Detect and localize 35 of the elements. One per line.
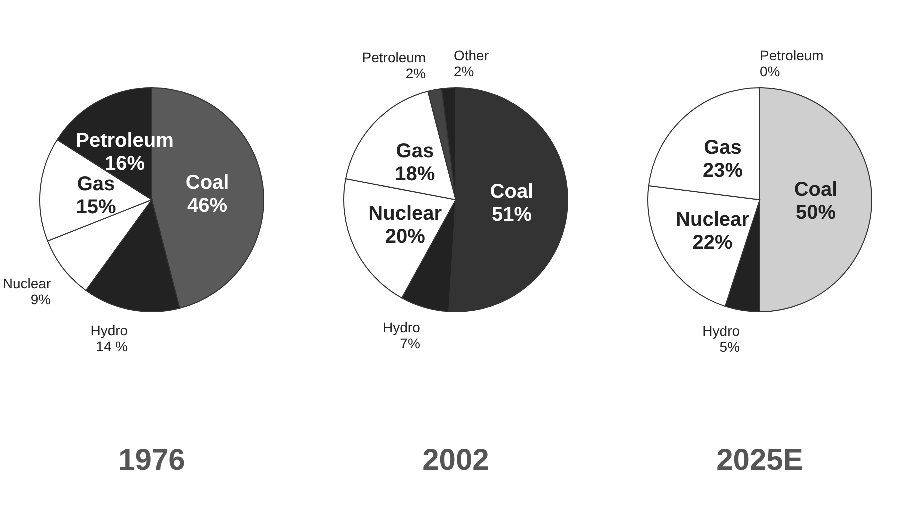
data-label: 16%: [105, 152, 146, 175]
data-label: 18%: [395, 164, 436, 186]
data-label: 14 %: [96, 338, 128, 355]
slice-label: Gas: [396, 140, 434, 163]
data-label: 2%: [406, 66, 426, 82]
slice-label: Coal: [794, 179, 838, 201]
slice-label: Coal: [186, 172, 230, 194]
data-label: 20%: [385, 226, 426, 248]
data-label: 7%: [400, 336, 420, 352]
slice-label: Nuclear: [676, 209, 750, 232]
text: 0%: [760, 63, 780, 80]
slice-label: Hydro: [702, 323, 740, 340]
text: 2002: [422, 444, 490, 477]
slice-label: Coal: [490, 180, 534, 203]
data-label: 51%: [492, 204, 532, 226]
slice-label: Nuclear: [368, 202, 442, 225]
slice-label: Nuclear: [2, 275, 52, 292]
data-label: 9%: [30, 291, 52, 308]
data-label: 23%: [702, 160, 744, 182]
data-label: 50%: [796, 202, 836, 224]
data-label: 22%: [692, 232, 733, 254]
slice-label: Petroleum: [362, 50, 426, 66]
slice-label: Hydro: [383, 320, 421, 336]
text: 2025E: [716, 444, 804, 477]
slice-label: Gas: [704, 136, 742, 159]
slice-label: Gas: [77, 174, 116, 196]
slice-label: Other: [454, 48, 490, 64]
slice-label: Hydro: [90, 322, 128, 338]
data-label: 5%: [720, 339, 740, 356]
category-label: Petroleum: [760, 47, 824, 64]
slice-label: Petroleum: [76, 130, 174, 152]
data-label: 15%: [76, 196, 116, 219]
data-label: 2%: [454, 64, 474, 80]
data-label: 46%: [188, 194, 228, 217]
text: 1976: [118, 444, 186, 477]
